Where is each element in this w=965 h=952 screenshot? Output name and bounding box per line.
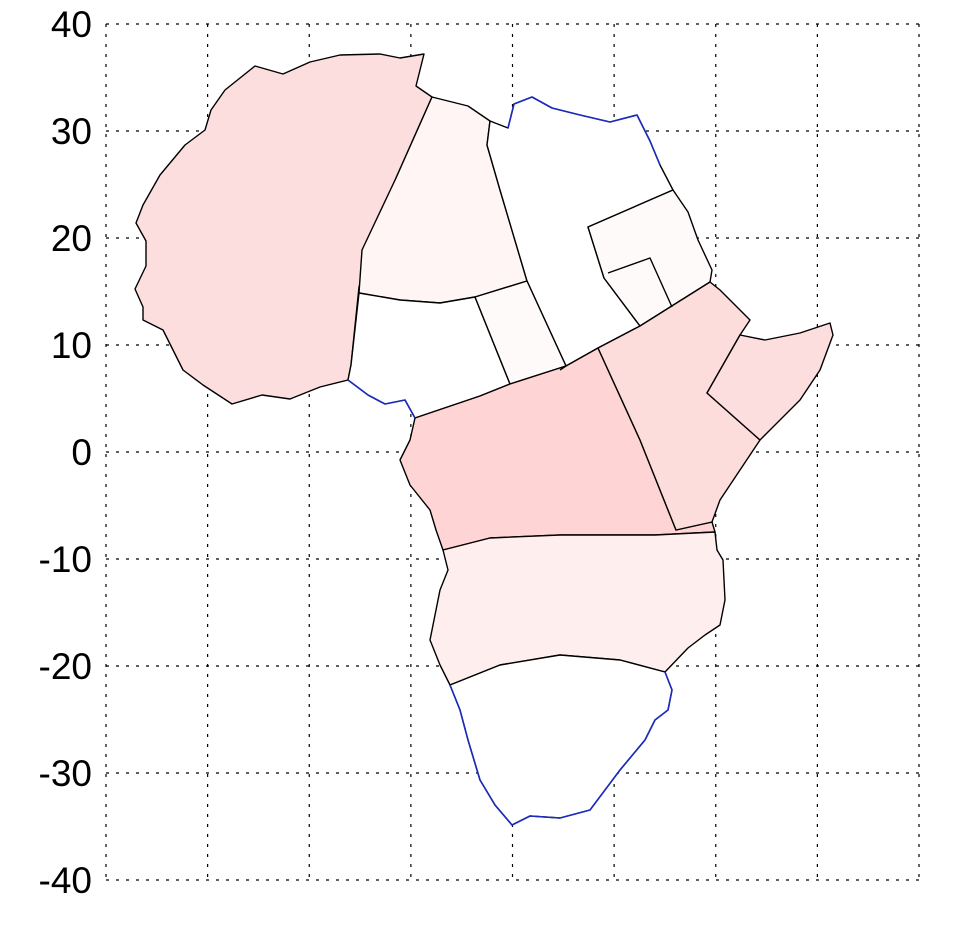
y-tick-label: 0 xyxy=(71,432,92,473)
y-tick-label: 20 xyxy=(51,218,92,259)
y-tick-label: 40 xyxy=(51,4,92,45)
region-northwest xyxy=(134,53,433,405)
region-horn xyxy=(706,322,834,441)
region-south-central xyxy=(429,531,726,686)
y-tick-label: 10 xyxy=(51,325,92,366)
region-southern xyxy=(449,654,673,826)
y-tick-label: -20 xyxy=(39,646,92,687)
coastlines xyxy=(347,96,673,826)
y-tick-label: -40 xyxy=(39,860,92,901)
y-tick-label: -30 xyxy=(39,753,92,794)
y-axis-tick-labels: 40 30 20 10 0 -10 -20 -30 -40 xyxy=(39,4,92,901)
regions xyxy=(134,53,834,826)
y-tick-label: 30 xyxy=(51,111,92,152)
y-tick-label: -10 xyxy=(39,539,92,580)
inner-borders xyxy=(559,257,673,371)
